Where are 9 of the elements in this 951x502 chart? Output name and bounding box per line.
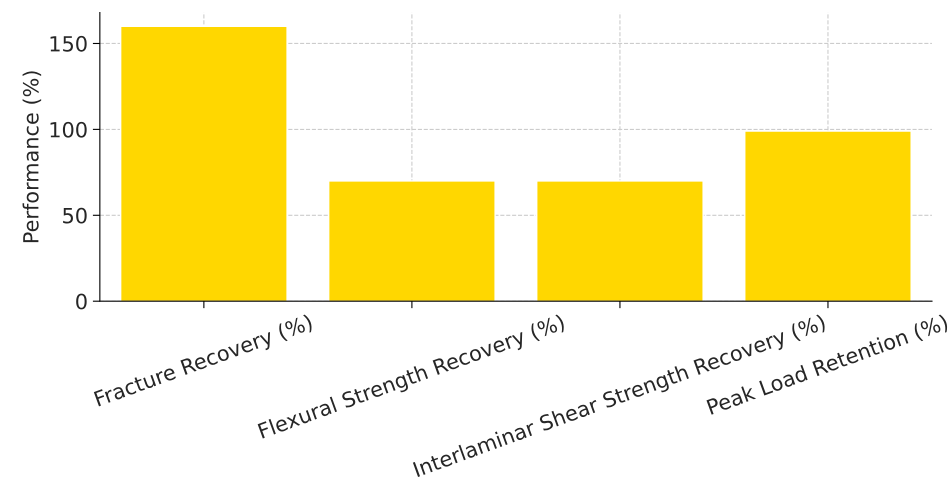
- bar: [120, 26, 288, 302]
- y-tick-label: 100: [50, 122, 87, 138]
- y-tick-label: 150: [50, 36, 87, 52]
- bar: [328, 180, 496, 302]
- y-tick-label: 0: [76, 294, 87, 310]
- y-tick-label: 50: [63, 208, 87, 224]
- bar: [744, 130, 912, 302]
- y-axis-title: Performance (%): [22, 71, 42, 242]
- bar: [536, 180, 704, 302]
